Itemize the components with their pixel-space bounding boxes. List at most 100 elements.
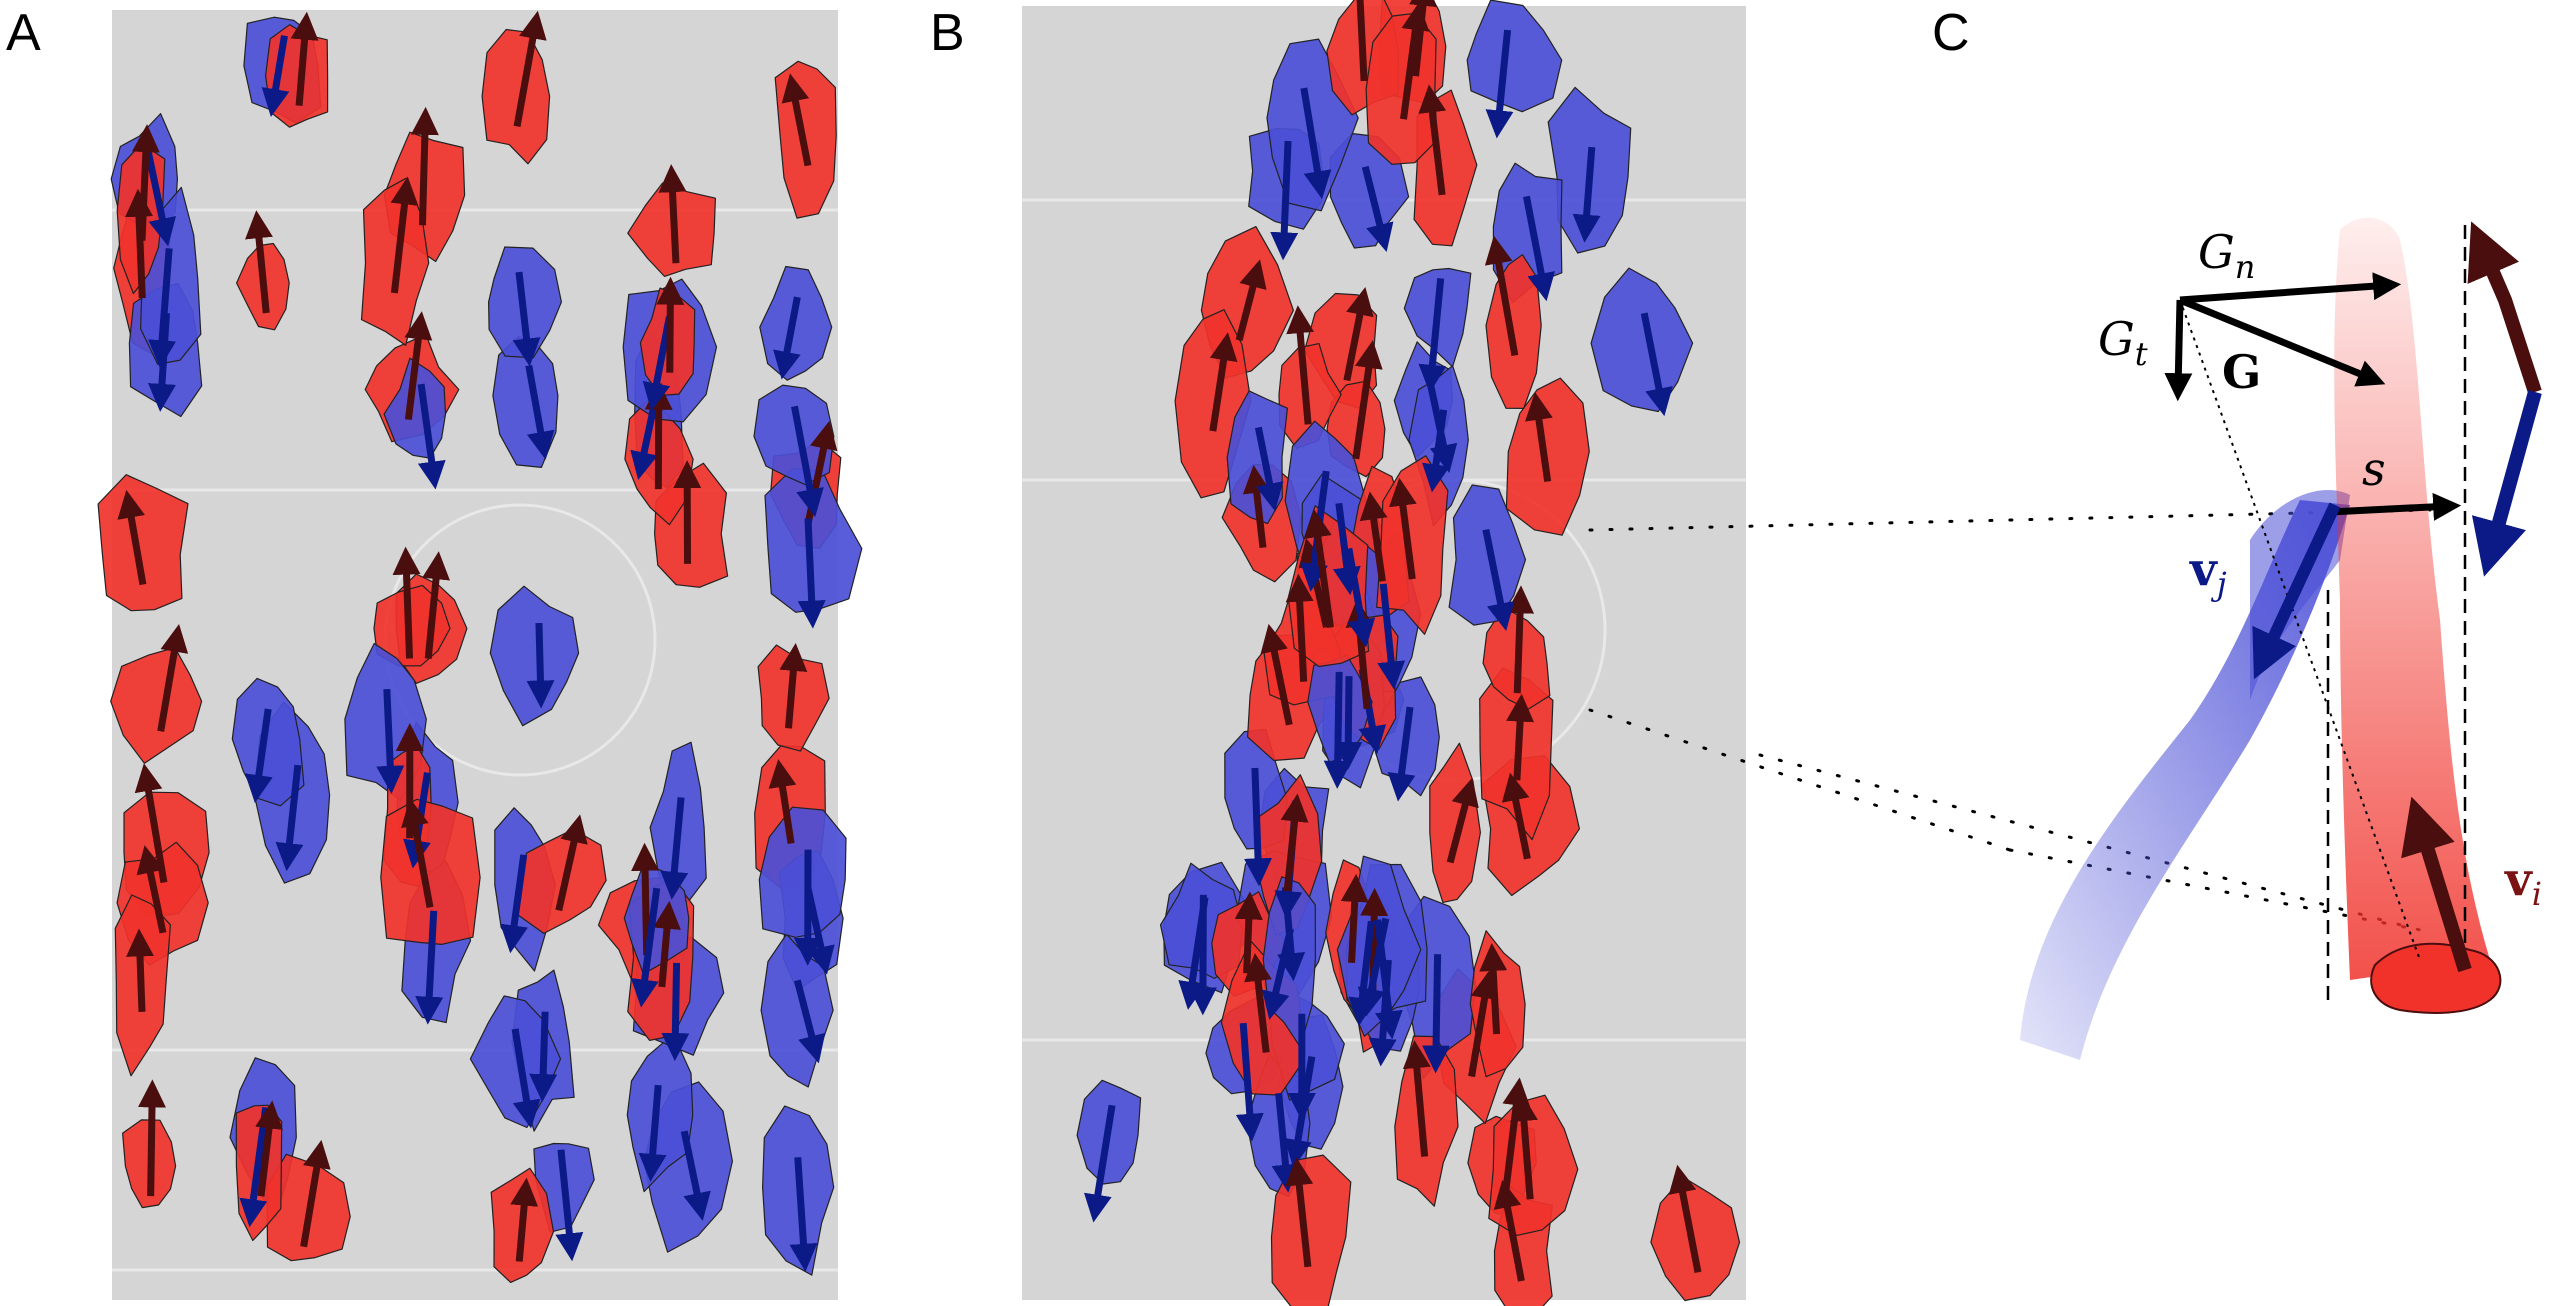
- velocity-arrow: [773, 296, 801, 380]
- red-pedestrian-current: [2370, 942, 2502, 1014]
- velocity-arrow: [1374, 919, 1403, 1040]
- velocity-arrow: [789, 1157, 818, 1272]
- velocity-arrow: [1484, 235, 1519, 357]
- velocity-arrow: [660, 797, 689, 900]
- velocity-arrow: [1377, 583, 1406, 690]
- velocity-arrow: [1359, 491, 1388, 582]
- velocity-arrow: [300, 1139, 331, 1248]
- panel-a-photo: [97, 10, 863, 1300]
- velocity-arrow: [1304, 509, 1334, 629]
- velocity-arrow: [1400, 2, 1430, 120]
- gn-vector: [2179, 272, 2402, 304]
- velocity-arrow: [1323, 671, 1352, 789]
- velocity-arrow: [1506, 693, 1535, 781]
- velocity-arrow: [275, 764, 304, 872]
- velocity-arrow: [768, 759, 797, 844]
- velocity-arrow: [244, 708, 273, 803]
- velocity-arrow: [1356, 0, 1368, 82]
- velocity-arrow: [1345, 547, 1376, 648]
- velocity-arrow: [1493, 1179, 1525, 1282]
- velocity-arrow: [630, 887, 661, 1008]
- panel-letter-c: C: [1932, 4, 1970, 62]
- velocity-arrow: [791, 405, 824, 518]
- velocity-arrow: [1280, 793, 1309, 892]
- velocity-arrow: [417, 383, 446, 490]
- velocity-arrow: [1285, 573, 1314, 682]
- velocity-arrow: [1418, 278, 1447, 393]
- velocity-arrow: [1285, 1157, 1314, 1268]
- velocity-arrow: [117, 489, 147, 586]
- pedestrian-blob: [764, 467, 863, 613]
- velocity-arrow: [1352, 340, 1383, 460]
- velocity-arrow: [1235, 259, 1267, 342]
- velocity-arrow: [415, 910, 444, 1025]
- velocity-arrow: [1485, 29, 1514, 139]
- velocity-arrow: [290, 11, 319, 106]
- velocity-arrow: [1260, 623, 1293, 726]
- velocity-arrow: [1446, 777, 1479, 864]
- velocity-arrow: [638, 1084, 667, 1182]
- label-vj: vj: [2189, 542, 2227, 603]
- velocity-arrow: [779, 642, 808, 729]
- label-s: s: [2362, 442, 2386, 496]
- velocity-arrow: [510, 1177, 539, 1262]
- velocity-arrow: [529, 1011, 558, 1103]
- panel-b-velocity-arrows: [1083, 0, 1702, 1282]
- velocity-arrow: [1482, 528, 1515, 632]
- velocity-arrow: [1286, 305, 1315, 425]
- velocity-arrow: [1640, 312, 1673, 417]
- velocity-arrow: [1479, 942, 1508, 1035]
- label-gn: Gn: [2198, 225, 2255, 286]
- panel-a-velocity-arrows: [117, 10, 838, 1272]
- velocity-arrow: [1270, 140, 1299, 261]
- velocity-arrow: [1357, 917, 1390, 1017]
- panel-c-schematic: Gn Gt G s vj vi: [2020, 217, 2542, 1060]
- velocity-arrow: [1209, 332, 1238, 432]
- velocity-arrow: [255, 1100, 283, 1197]
- velocity-arrow: [1468, 970, 1499, 1078]
- velocity-arrow: [126, 928, 154, 1012]
- g-vector: [2178, 296, 2386, 387]
- s-vector: [2329, 492, 2462, 521]
- velocity-arrow: [1402, 1040, 1431, 1157]
- velocity-arrow: [144, 148, 177, 247]
- velocity-arrow: [1668, 1164, 1702, 1274]
- velocity-arrow: [1523, 195, 1556, 302]
- vj-arrow: [2252, 502, 2341, 680]
- panel-letter-a: A: [6, 4, 41, 62]
- panel-b-photo: [1022, 0, 1746, 1306]
- velocity-arrow: [555, 814, 588, 912]
- velocity-arrow: [500, 854, 528, 954]
- velocity-arrow: [1244, 953, 1272, 1053]
- velocity-arrow: [793, 979, 826, 1064]
- velocity-arrow: [555, 1149, 584, 1262]
- velocity-arrow: [1361, 165, 1394, 253]
- right-turn-arrow-blue: [2471, 390, 2542, 577]
- velocity-arrow: [1388, 477, 1417, 580]
- velocity-arrow: [422, 551, 450, 659]
- reference-dashed-lines: [2326, 225, 2467, 1000]
- velocity-arrow: [1332, 502, 1361, 596]
- velocity-arrow: [1343, 287, 1374, 382]
- velocity-arrow: [1509, 1093, 1538, 1200]
- velocity-arrow: [392, 546, 421, 659]
- velocity-arrow: [401, 798, 434, 908]
- velocity-arrow: [136, 845, 167, 934]
- velocity-arrow: [1422, 409, 1450, 493]
- velocity-arrow: [526, 622, 555, 709]
- velocity-arrow: [653, 900, 681, 988]
- velocity-arrow: [1262, 928, 1295, 1020]
- velocity-arrow: [1083, 1104, 1116, 1223]
- right-turn-arrow-red: [2467, 221, 2542, 395]
- velocity-arrow: [148, 248, 177, 369]
- velocity-arrow: [125, 188, 154, 299]
- velocity-arrow: [1244, 767, 1273, 887]
- velocity-arrow: [525, 364, 555, 460]
- velocity-arrow: [137, 1079, 166, 1197]
- label-gt: Gt: [2098, 312, 2148, 373]
- vi-arrow: [2401, 796, 2472, 973]
- velocity-arrow: [131, 124, 160, 241]
- panel-letter-b: B: [930, 4, 965, 62]
- gaze-dotted-line: [2179, 299, 2421, 961]
